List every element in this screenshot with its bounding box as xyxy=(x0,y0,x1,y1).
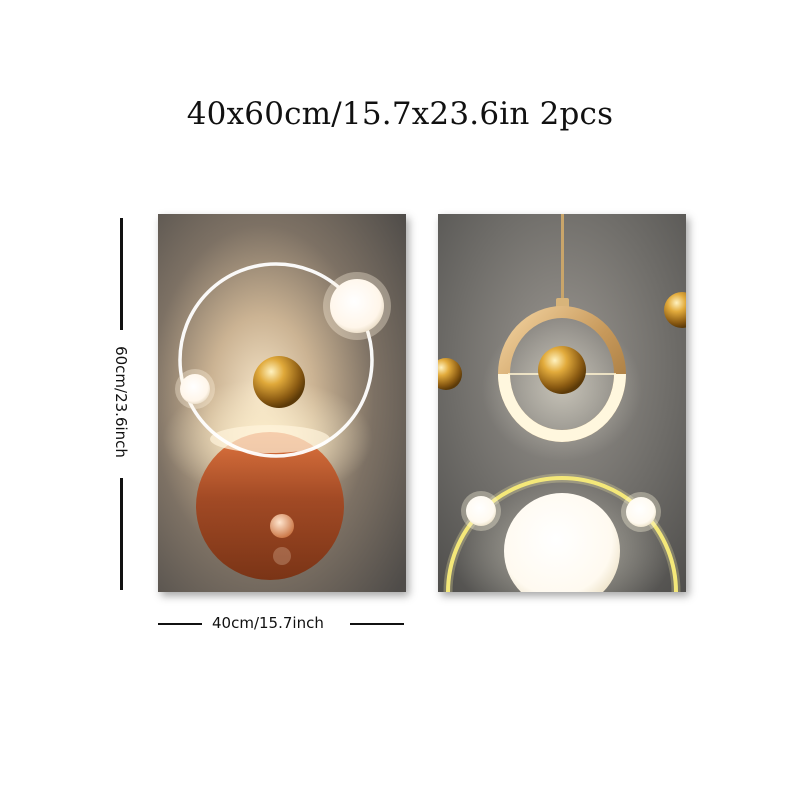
width-dimension-line-left xyxy=(158,623,202,625)
pendant-artwork xyxy=(438,214,686,592)
pendant-gold-sphere xyxy=(538,346,586,394)
arc-light-ball-left xyxy=(466,496,496,526)
gold-ball-right xyxy=(664,292,686,328)
height-dimension-line-top xyxy=(120,218,123,330)
peach-ball xyxy=(270,514,294,538)
height-dimension-line-bottom xyxy=(120,478,123,590)
yellow-neon-arc xyxy=(446,476,678,592)
canvas-panel-left xyxy=(158,214,406,592)
orange-moon-artwork xyxy=(158,214,406,592)
orange-moon-disc xyxy=(196,432,344,580)
canvas-panel-right xyxy=(438,214,686,592)
arc-light-ball-right xyxy=(626,497,656,527)
white-light-ball-small xyxy=(180,374,210,404)
height-dimension-label: 60cm/23.6inch xyxy=(112,346,130,458)
large-white-orb xyxy=(504,493,620,592)
white-light-ball-large xyxy=(330,279,384,333)
width-dimension-label: 40cm/15.7inch xyxy=(212,614,324,632)
product-size-title: 40x60cm/15.7x23.6in 2pcs xyxy=(186,96,614,132)
gold-sphere xyxy=(253,356,305,408)
white-light-ring xyxy=(178,262,374,458)
gold-ball-left xyxy=(438,358,462,390)
pendant-cord xyxy=(561,214,564,306)
width-dimension-line-right xyxy=(350,623,404,625)
